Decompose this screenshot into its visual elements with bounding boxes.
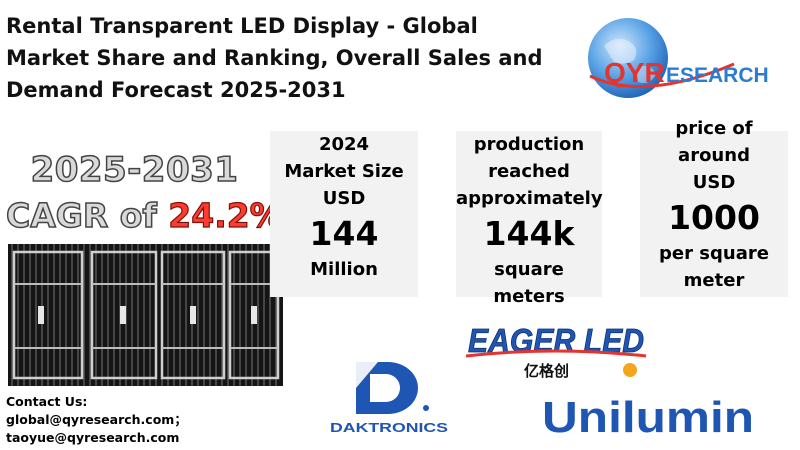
stat-label-1: 2024 (318, 134, 370, 155)
unilumin-name: Unilumin (542, 393, 754, 440)
cagr-value: 24.2% (168, 195, 284, 235)
cagr-years: 2025-2031 (30, 149, 239, 191)
stat-value: 1000 (668, 198, 760, 237)
stat-card-price: price of around USD 1000 per square mete… (640, 118, 788, 297)
stat-label-2: around (678, 145, 750, 166)
stat-value: 144 (309, 214, 379, 253)
daktronics-name: DAKTRONICS (330, 420, 448, 435)
orange-dot-icon (623, 363, 637, 377)
stat-card-market-size: 2024 Market Size USD 144 Million (270, 131, 418, 297)
cagr-line: CAGR of 24.2% (5, 195, 283, 236)
title-line-2: Market Share and Ranking, Overall Sales … (6, 46, 543, 70)
stat-value: 144k (483, 214, 575, 253)
stat-label-2: Market Size (284, 161, 404, 182)
eager-led-logo: EAGER LED 亿格创 (465, 322, 647, 380)
qyresearch-logo: QYR ESEARCH (588, 18, 769, 98)
svg-text:ESEARCH: ESEARCH (666, 64, 769, 87)
stat-label-3: USD (692, 172, 736, 193)
contact-email-taoyue[interactable]: taoyue@qyresearch.com (6, 430, 180, 445)
stat-unit-1: per square (659, 243, 769, 264)
unilumin-logo: Unilumin (542, 393, 754, 440)
stat-label-3: approximately (456, 188, 603, 209)
page-title: Rental Transparent LED Display - Global … (6, 10, 576, 106)
svg-text:QYR: QYR (604, 57, 665, 88)
contact-block: Contact Us: global@qyresearch.com； taoyu… (6, 393, 187, 447)
contact-heading: Contact Us: (6, 394, 88, 409)
title-line-3: Demand Forecast 2025-2031 (6, 78, 346, 102)
eager-led-sub: 亿格创 (524, 362, 569, 380)
stat-unit-2: meter (683, 270, 745, 291)
stat-unit: Million (310, 259, 378, 280)
cagr-prefix: CAGR of (5, 195, 169, 236)
stat-label-1: price of (675, 118, 753, 139)
stat-card-production: production reached approximately 144k sq… (456, 131, 603, 307)
stat-label-2: reached (488, 161, 570, 182)
contact-email-global[interactable]: global@qyresearch.com； (6, 412, 187, 427)
led-display-photo (8, 244, 283, 386)
stat-unit: square meters (493, 259, 565, 307)
daktronics-d-icon (356, 362, 418, 414)
daktronics-logo: DAKTRONICS (330, 362, 448, 435)
stat-label-3: USD (322, 188, 366, 209)
stat-label-1: production (473, 134, 585, 155)
title-line-1: Rental Transparent LED Display - Global (6, 14, 478, 38)
